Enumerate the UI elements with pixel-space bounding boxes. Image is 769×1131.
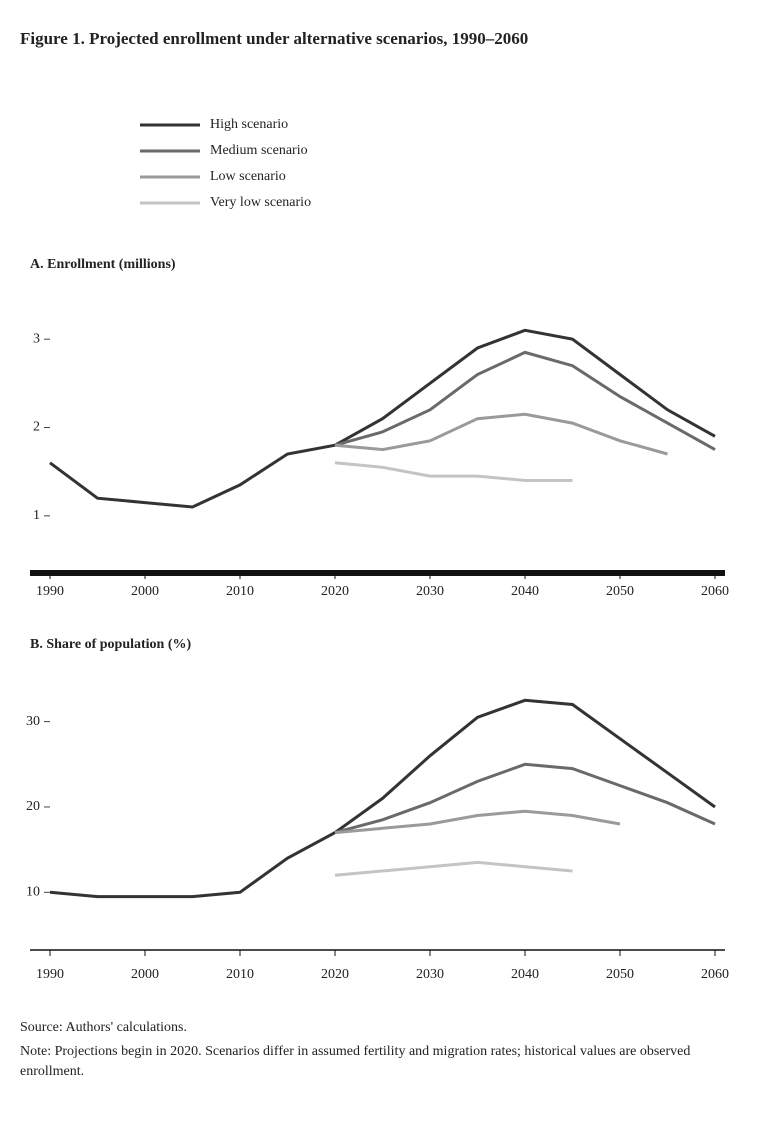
- x-tick-label: 2040: [511, 584, 539, 599]
- series-line: [334, 809, 621, 835]
- x-tick-label: 2050: [606, 967, 634, 982]
- x-tick-label: 2000: [131, 584, 159, 599]
- x-tick-label: 2020: [321, 584, 349, 599]
- y-tick-label: 2: [33, 420, 40, 435]
- x-tick-label: 2030: [416, 584, 444, 599]
- x-tick-label: 2060: [701, 584, 729, 599]
- note-text: Note: Projections begin in 2020. Scenari…: [20, 1044, 691, 1079]
- y-tick-label: 30: [26, 714, 40, 729]
- x-tick-label: 2050: [606, 584, 634, 599]
- y-tick-label: 3: [33, 331, 40, 346]
- series-line: [334, 860, 573, 877]
- series-line: [334, 412, 668, 456]
- series-line: [334, 350, 716, 451]
- x-tick-label: 2020: [321, 967, 349, 982]
- panel-title: B. Share of population (%): [30, 637, 191, 652]
- legend-label: Medium scenario: [210, 143, 308, 158]
- figure-title: Figure 1. Projected enrollment under alt…: [20, 29, 528, 48]
- y-tick-label: 10: [26, 885, 40, 900]
- x-tick-label: 2010: [226, 584, 254, 599]
- series-line: [334, 762, 716, 835]
- x-tick-label: 2040: [511, 967, 539, 982]
- x-tick-label: 2000: [131, 967, 159, 982]
- legend-label: Very low scenario: [210, 195, 311, 210]
- x-tick-label: 2010: [226, 967, 254, 982]
- series-line: [334, 461, 573, 482]
- series-line: [49, 328, 716, 509]
- series-line: [49, 698, 716, 899]
- panel-title: A. Enrollment (millions): [30, 257, 176, 272]
- x-tick-label: 2060: [701, 967, 729, 982]
- legend-label: Low scenario: [210, 169, 286, 184]
- y-tick-label: 20: [26, 799, 40, 814]
- note-box: Note: Projections begin in 2020. Scenari…: [20, 1044, 691, 1079]
- x-tick-label: 2030: [416, 967, 444, 982]
- y-tick-label: 1: [33, 508, 40, 523]
- x-tick-label: 1990: [36, 967, 64, 982]
- x-tick-label: 1990: [36, 584, 64, 599]
- legend-label: High scenario: [210, 117, 288, 132]
- source-note: Source: Authors' calculations.: [20, 1020, 187, 1035]
